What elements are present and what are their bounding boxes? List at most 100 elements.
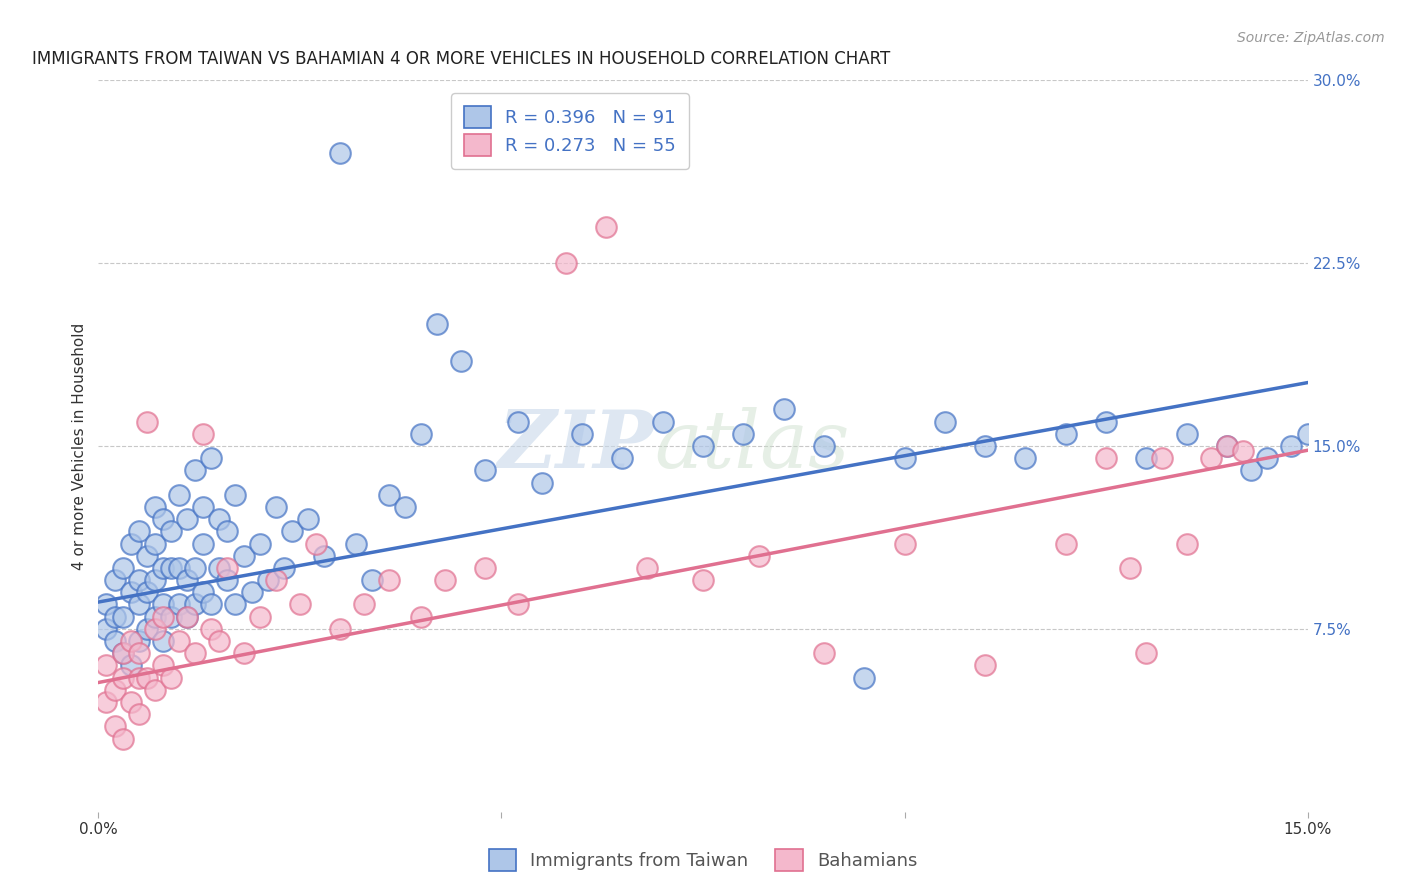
Point — [96, 658, 118, 673]
Point — [208, 512, 231, 526]
Point — [217, 524, 239, 539]
Point — [530, 475, 553, 490]
Point — [160, 524, 183, 539]
Point — [120, 658, 142, 673]
Point — [612, 451, 634, 466]
Point — [1281, 439, 1303, 453]
Point — [128, 634, 150, 648]
Point — [128, 524, 150, 539]
Point — [152, 634, 174, 648]
Point — [208, 561, 231, 575]
Point — [96, 598, 118, 612]
Point — [636, 561, 658, 575]
Point — [111, 561, 134, 575]
Point — [249, 609, 271, 624]
Point — [152, 609, 174, 624]
Point — [1256, 451, 1278, 466]
Point — [1135, 451, 1157, 466]
Point — [135, 549, 157, 563]
Point — [103, 609, 125, 624]
Point — [217, 561, 239, 575]
Point — [135, 415, 157, 429]
Point — [506, 598, 529, 612]
Point — [143, 573, 166, 587]
Point — [344, 536, 367, 550]
Point — [1054, 536, 1077, 550]
Point — [184, 561, 207, 575]
Point — [249, 536, 271, 550]
Point — [893, 536, 915, 550]
Point — [595, 219, 617, 234]
Text: IMMIGRANTS FROM TAIWAN VS BAHAMIAN 4 OR MORE VEHICLES IN HOUSEHOLD CORRELATION C: IMMIGRANTS FROM TAIWAN VS BAHAMIAN 4 OR … — [32, 50, 890, 68]
Point — [176, 609, 198, 624]
Point — [240, 585, 263, 599]
Point — [361, 573, 384, 587]
Point — [111, 609, 134, 624]
Point — [377, 573, 399, 587]
Text: ZIP: ZIP — [498, 408, 655, 484]
Point — [974, 439, 997, 453]
Point — [135, 585, 157, 599]
Point — [288, 598, 311, 612]
Point — [409, 426, 432, 441]
Point — [1312, 443, 1334, 458]
Point — [103, 719, 125, 733]
Point — [152, 598, 174, 612]
Point — [1119, 561, 1142, 575]
Point — [120, 536, 142, 550]
Point — [135, 671, 157, 685]
Point — [128, 671, 150, 685]
Point — [103, 573, 125, 587]
Point — [103, 682, 125, 697]
Point — [264, 500, 287, 514]
Point — [305, 536, 328, 550]
Point — [733, 426, 755, 441]
Legend: R = 0.396   N = 91, R = 0.273   N = 55: R = 0.396 N = 91, R = 0.273 N = 55 — [451, 93, 689, 169]
Point — [152, 658, 174, 673]
Point — [143, 500, 166, 514]
Point — [353, 598, 375, 612]
Point — [450, 353, 472, 368]
Point — [128, 707, 150, 722]
Point — [1232, 443, 1254, 458]
Point — [651, 415, 673, 429]
Point — [934, 415, 956, 429]
Point — [200, 598, 222, 612]
Point — [200, 451, 222, 466]
Point — [111, 731, 134, 746]
Point — [297, 512, 319, 526]
Point — [474, 561, 496, 575]
Point — [200, 622, 222, 636]
Point — [193, 426, 215, 441]
Point — [434, 573, 457, 587]
Point — [1216, 439, 1239, 453]
Point — [772, 402, 794, 417]
Point — [143, 622, 166, 636]
Point — [96, 695, 118, 709]
Point — [893, 451, 915, 466]
Point — [193, 500, 215, 514]
Point — [193, 536, 215, 550]
Point — [1199, 451, 1222, 466]
Legend: Immigrants from Taiwan, Bahamians: Immigrants from Taiwan, Bahamians — [481, 842, 925, 879]
Point — [167, 634, 190, 648]
Point — [1175, 426, 1198, 441]
Point — [128, 646, 150, 660]
Point — [160, 561, 183, 575]
Point — [143, 536, 166, 550]
Point — [1095, 415, 1118, 429]
Point — [176, 573, 198, 587]
Point — [208, 634, 231, 648]
Point — [1095, 451, 1118, 466]
Point — [1175, 536, 1198, 550]
Point — [143, 682, 166, 697]
Point — [193, 585, 215, 599]
Point — [813, 439, 835, 453]
Point — [813, 646, 835, 660]
Point — [167, 598, 190, 612]
Point — [748, 549, 770, 563]
Point — [256, 573, 278, 587]
Point — [329, 146, 352, 161]
Point — [264, 573, 287, 587]
Point — [176, 609, 198, 624]
